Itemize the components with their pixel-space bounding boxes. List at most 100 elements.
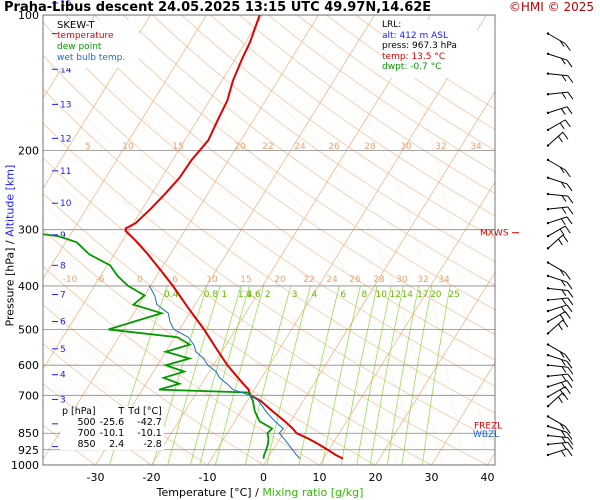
wind-barb [547,193,568,197]
x-tick-label: 40 [481,471,495,484]
mixing-ratio-label: 0.8 [204,290,219,300]
plot-frame [42,14,496,466]
moist-adiabat [43,124,354,465]
moist-adiabat-label: 28 [364,142,376,152]
table-cell: -42.7 [137,417,162,428]
pressure-tick-label: 400 [18,280,39,293]
wind-barb-flag [566,59,573,68]
mixing-ratio-line [167,285,221,465]
x-axis-label: Temperature [°C] / Mixing ratio [g/kg] [0,486,520,499]
altitude-tick-label: 14 [60,65,72,75]
wind-barb-flag [557,323,563,331]
y-axis-label-separator: / [3,240,17,245]
wind-barb [547,297,568,301]
altitude-tick-label: 10 [60,199,72,209]
wind-barb [547,373,568,377]
wind-barb-flag [566,183,573,192]
mixing-ratio-label: 0.4 [164,290,179,300]
table-cell: -10.1 [137,428,162,439]
table-row: 500 -25.6 -42.7 [60,417,164,428]
moist-adiabat-label: -10 [63,275,78,285]
altitude-tick-label: 13 [60,100,71,110]
mixing-ratio-label: 14 [402,290,414,300]
wind-barb [547,225,566,237]
moist-adiabat-label: 5 [85,142,91,152]
wind-barb-base [546,404,550,408]
wind-barb-base [546,72,550,75]
wind-barb-base [546,234,550,238]
pressure-tick-label: 925 [18,444,39,457]
series-line-dew-point [43,233,274,459]
wind-barb-base [546,385,550,388]
isotherm [43,15,263,370]
wind-barb-flag [561,298,567,305]
x-tick-label: 20 [369,471,383,484]
dry-adiabat [181,15,495,239]
wind-barb-flag [560,450,566,457]
table-row: 850 2.4 -2.8 [60,439,164,450]
table-header-row: p [hPa] T Td [°C] [60,406,164,417]
wind-barb-base [546,158,550,162]
lrl-pressure: press: 967.3 hPa [382,41,457,51]
legend-item-dew-point: dew point [57,42,102,52]
wind-barb-flag [564,386,571,394]
wind-barb-base [546,247,550,250]
moist-adiabat-label: 26 [328,142,340,152]
altitude-tick-label: 9 [60,231,66,241]
pressure-tick-label: 300 [18,224,39,237]
moist-adiabat-label: 30 [396,275,408,285]
mixing-ratio-label: 1.6 [246,290,261,300]
moist-adiabat-label: -6 [96,275,105,285]
wind-barb-flag [559,122,565,130]
wind-barb-flag [564,272,571,280]
moist-adiabat-label: 20 [274,275,286,285]
x-tick-label: -10 [199,471,217,484]
dry-adiabat [355,15,495,110]
y-axis-label-altitude: Altitude [km] [3,164,17,237]
wind-barb [547,131,564,146]
wind-barb-flag [566,361,573,369]
wind-barb-flag [560,57,566,65]
x-tick-label: -30 [87,471,105,484]
moist-adiabat [189,93,421,465]
isotherm [544,15,600,465]
moist-adiabat-label: 10 [206,275,218,285]
mixing-ratio-label: 10 [375,290,387,300]
wind-barb-flag [567,437,574,445]
wind-barb-flag [564,311,571,319]
lrl-title: LRL: [382,20,402,30]
dry-adiabat [152,15,495,263]
wind-barb-flag [559,40,565,47]
y-axis-label-pressure: Pressure [hPa] [3,247,17,327]
wind-barb-flag [561,289,567,297]
wind-barb [547,448,568,456]
altitude-tick-label: 16 [60,0,72,9]
wind-barb [547,364,568,368]
moist-adiabat [43,355,175,465]
moist-adiabat-label: 10 [122,142,134,152]
dry-adiabat [210,15,495,217]
wind-barb-flag [562,131,569,140]
moist-adiabat [118,93,399,465]
wind-barb-base [546,375,550,378]
moist-adiabat [43,313,219,465]
wind-barb [547,304,568,312]
mixing-ratio-label: 25 [448,290,459,300]
mixing-ratio-label: 6 [340,290,346,300]
wind-barb [547,344,566,356]
wind-barb-flag [559,314,565,321]
moist-adiabat-label: 15 [240,275,251,285]
mixing-ratio-line [340,285,378,465]
moist-adiabat [417,94,488,465]
wind-barb-flag [561,374,567,382]
x-tick-label: 10 [313,471,327,484]
isotherm [43,15,319,460]
altitude-tick-label: 8 [60,261,66,271]
wind-barb-flag [562,319,569,328]
wind-barb-base [546,363,550,367]
wind-barb [547,386,566,398]
wind-barb-flag [560,108,566,115]
pressure-tick-label: 200 [18,144,39,157]
wind-barb-base [546,207,550,211]
pressure-tick-label: 100 [18,9,39,22]
